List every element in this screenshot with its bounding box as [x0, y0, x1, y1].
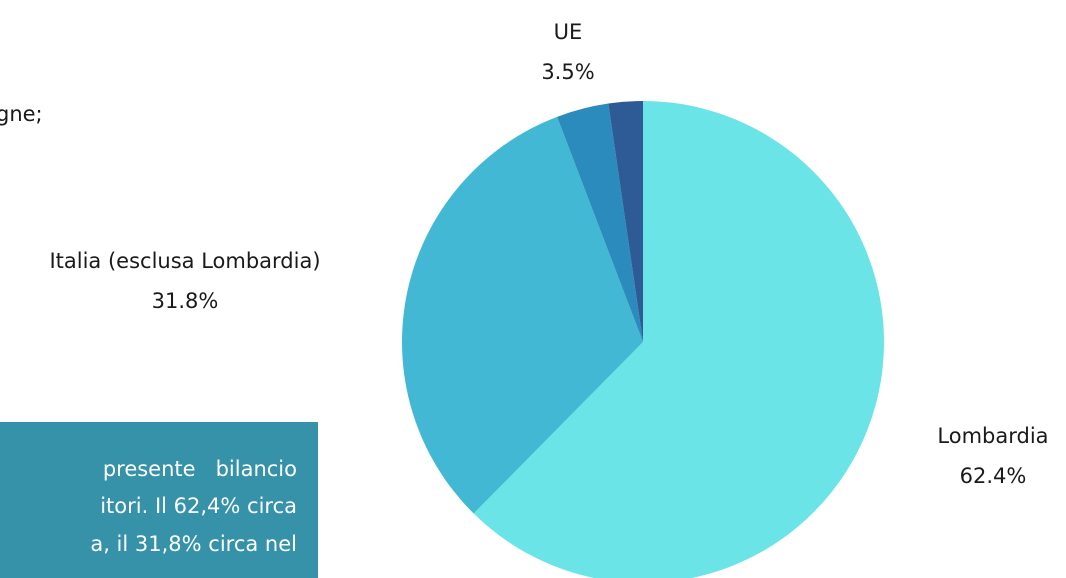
- slice-label: Lombardia: [937, 424, 1048, 448]
- box-line: itori. Il 62,4% circa: [100, 494, 297, 518]
- slice-label: UE: [554, 20, 583, 44]
- pie-slice: [401, 116, 643, 514]
- box-background: [0, 422, 318, 578]
- pie-slice: [608, 101, 643, 342]
- box-line: presente bilancio: [103, 457, 297, 481]
- pie-slice: [557, 103, 643, 343]
- slice-label: Italia (esclusa Lombardia): [49, 249, 320, 273]
- body-text: gne;: [0, 102, 43, 126]
- value-label: 3.5%: [541, 60, 594, 84]
- info-box: presente bilancio itori. Il 62,4% circa …: [0, 422, 318, 578]
- box-line: a, il 31,8% circa nel: [90, 532, 297, 556]
- value-label: 31.8%: [152, 289, 219, 313]
- value-label: 62.4%: [960, 464, 1027, 488]
- pie-slice: [473, 101, 884, 578]
